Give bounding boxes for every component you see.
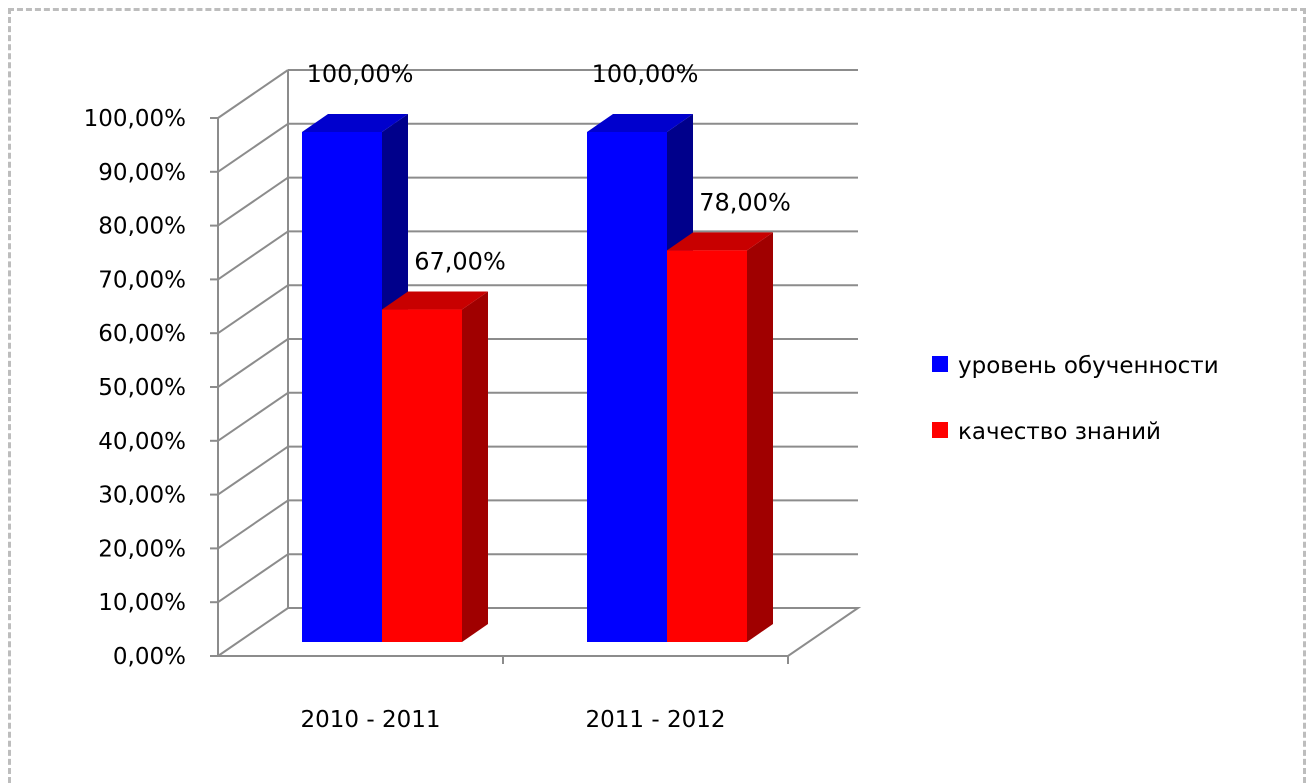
bar xyxy=(302,132,382,642)
labels: 100,00% 67,00% 2010 - 2011 100,00% 78,00% 201… xyxy=(301,60,791,733)
bar-side xyxy=(462,291,488,642)
bar-top xyxy=(382,291,488,310)
y-tick-label: 0,00% xyxy=(113,644,186,670)
data-label: 100,00% xyxy=(307,60,414,88)
bar-top xyxy=(302,114,408,132)
floor xyxy=(214,607,862,657)
bar-side xyxy=(747,232,773,643)
gridline-side xyxy=(217,445,289,496)
gridline-side xyxy=(217,230,289,281)
gridline-side xyxy=(217,499,289,550)
gridline-side xyxy=(217,391,289,442)
legend-label: уровень обученности xyxy=(958,353,1219,379)
bar xyxy=(587,132,667,642)
gridline-side xyxy=(217,176,289,227)
bar xyxy=(382,309,462,642)
y-tick-label: 70,00% xyxy=(98,267,186,293)
y-tick-label: 30,00% xyxy=(98,483,186,509)
y-tick-label: 100,00% xyxy=(84,106,186,132)
y-tick-label: 50,00% xyxy=(98,375,186,401)
gridline-side xyxy=(217,284,289,335)
data-label: 78,00% xyxy=(699,188,791,216)
gridline-side xyxy=(217,553,289,604)
y-tick-label: 90,00% xyxy=(98,160,186,186)
y-tick-label: 20,00% xyxy=(98,536,186,562)
bar xyxy=(667,250,747,643)
data-label: 67,00% xyxy=(414,248,506,276)
x-tick-label: 2010 - 2011 xyxy=(301,707,441,733)
legend-swatch xyxy=(932,422,948,438)
bar-top xyxy=(667,232,773,251)
gridline-side xyxy=(217,122,289,173)
y-axis: 0,00% 10,00% 20,00% 30,00% 40,00% 50,00% 60,00… xyxy=(84,106,789,670)
legend-swatch xyxy=(932,356,948,372)
bars xyxy=(302,114,773,643)
legend: уровень обученности качество знаний xyxy=(932,353,1219,445)
gridline-side xyxy=(217,338,289,388)
y-tick-label: 60,00% xyxy=(98,321,186,347)
data-label: 100,00% xyxy=(592,60,699,88)
y-tick-label: 40,00% xyxy=(98,429,186,455)
legend-label: качество знаний xyxy=(958,419,1161,445)
gridline-side xyxy=(217,69,289,119)
bar-top xyxy=(587,114,693,132)
x-tick-label: 2011 - 2012 xyxy=(586,707,726,733)
y-tick-label: 80,00% xyxy=(98,214,186,240)
y-tick-label: 10,00% xyxy=(98,590,186,616)
